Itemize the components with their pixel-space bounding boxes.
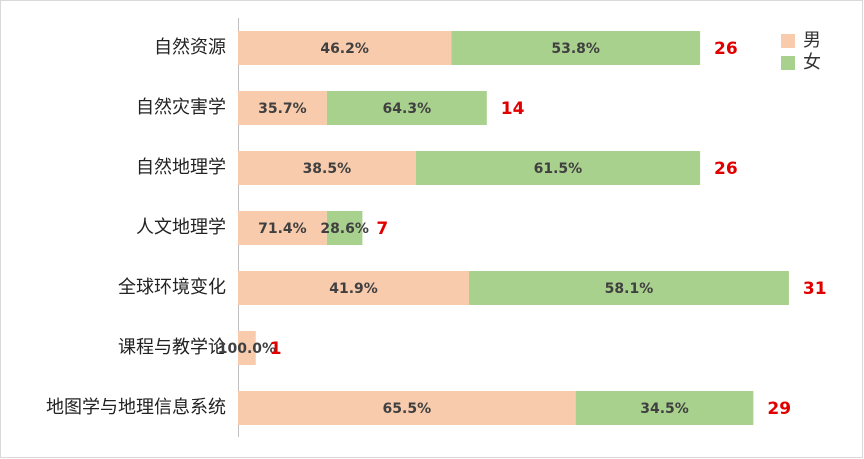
total-label: 7 <box>376 219 388 239</box>
bar-segment <box>238 331 256 365</box>
legend-swatch <box>781 56 795 70</box>
bar-segment <box>326 91 487 125</box>
y-tick-label: 人文地理学 <box>136 217 226 238</box>
bar-segment <box>451 31 701 65</box>
bar-segment <box>238 31 452 65</box>
bar-segment <box>415 151 701 185</box>
value-label: 65.5% <box>383 401 432 417</box>
legend-swatch <box>781 34 795 48</box>
bar-segment <box>238 151 416 185</box>
total-label: 26 <box>714 159 738 179</box>
total-label: 26 <box>714 39 738 59</box>
legend-label: 女 <box>803 52 821 73</box>
y-tick-label: 地图学与地理信息系统 <box>46 397 226 418</box>
y-tick-label: 全球环境变化 <box>118 277 226 298</box>
y-tick-label: 自然地理学 <box>136 157 226 178</box>
value-label: 41.9% <box>329 281 378 297</box>
value-label: 58.1% <box>605 281 654 297</box>
value-label: 46.2% <box>320 41 369 57</box>
value-label: 28.6% <box>320 221 369 237</box>
value-label: 53.8% <box>551 41 600 57</box>
legend-label: 男 <box>803 30 821 51</box>
bar-segment <box>575 391 754 425</box>
value-label: 100.0% <box>218 341 276 357</box>
value-label: 38.5% <box>303 161 352 177</box>
value-label: 64.3% <box>383 101 432 117</box>
bar-segment <box>238 211 327 245</box>
total-label: 31 <box>803 279 827 299</box>
bar-segment <box>469 271 789 305</box>
total-label: 14 <box>501 99 525 119</box>
value-label: 71.4% <box>258 221 307 237</box>
y-tick-label: 自然灾害学 <box>136 97 226 118</box>
bar-segment <box>326 211 363 245</box>
total-label: 1 <box>270 339 282 359</box>
value-label: 35.7% <box>258 101 307 117</box>
bar-segment <box>238 271 470 305</box>
y-tick-label: 自然资源 <box>154 37 226 58</box>
value-label: 34.5% <box>640 401 689 417</box>
bar-segment <box>238 91 327 125</box>
value-label: 61.5% <box>534 161 583 177</box>
y-tick-label: 课程与教学论 <box>118 337 226 358</box>
total-label: 29 <box>767 399 791 419</box>
bar-segment <box>238 391 576 425</box>
